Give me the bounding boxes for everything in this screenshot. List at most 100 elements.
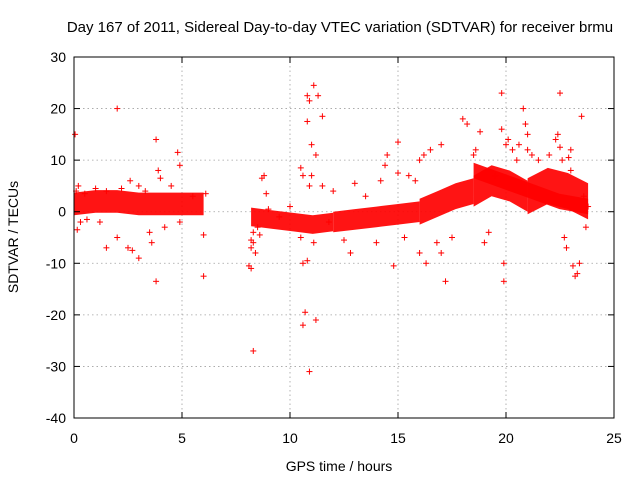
data-point <box>401 234 408 241</box>
data-point <box>176 219 183 226</box>
data-point <box>96 219 103 226</box>
data-point <box>252 249 259 256</box>
data-point <box>92 185 99 192</box>
data-point <box>565 154 572 161</box>
x-tick-label: 20 <box>498 430 514 446</box>
data-point <box>148 239 155 246</box>
data-point <box>261 172 268 179</box>
data-point <box>248 244 255 251</box>
data-point <box>498 126 505 133</box>
data-point <box>341 237 347 244</box>
data-point <box>520 105 527 112</box>
dense-data-band <box>473 162 589 215</box>
data-point <box>561 234 568 241</box>
data-point <box>200 231 207 238</box>
data-point <box>582 224 589 231</box>
data-point <box>155 167 162 174</box>
data-point <box>299 260 306 267</box>
data-point <box>559 157 566 164</box>
dense-data-layer <box>74 162 589 234</box>
data-point <box>299 172 306 179</box>
data-point <box>420 151 427 158</box>
data-point <box>492 172 499 179</box>
data-point <box>585 203 592 210</box>
x-tick-label: 25 <box>606 430 622 446</box>
x-tick-label: 5 <box>178 430 186 446</box>
data-point <box>75 182 82 189</box>
data-point <box>442 278 449 285</box>
data-point <box>433 239 440 246</box>
dense-data-band <box>419 178 474 225</box>
data-point <box>580 193 587 200</box>
data-point <box>563 244 570 251</box>
data-point <box>416 249 423 256</box>
plot-frame <box>73 56 615 419</box>
data-point <box>276 213 283 220</box>
x-axis-label: GPS time / hours <box>286 458 393 474</box>
data-point <box>299 322 306 329</box>
data-point <box>535 157 542 164</box>
data-point <box>524 131 531 138</box>
data-point <box>135 182 142 189</box>
data-point <box>500 260 507 267</box>
data-point <box>503 141 509 148</box>
data-point <box>395 170 401 177</box>
data-point <box>103 188 110 195</box>
data-point <box>114 105 121 112</box>
data-point <box>485 229 492 236</box>
data-point <box>576 260 583 267</box>
data-point <box>319 113 326 120</box>
data-point <box>248 265 255 272</box>
data-point <box>390 262 397 269</box>
data-point <box>125 244 131 251</box>
data-point <box>405 172 412 179</box>
data-point <box>427 146 434 153</box>
data-point <box>306 97 313 104</box>
x-tick-label: 0 <box>70 430 78 446</box>
data-point <box>528 151 535 158</box>
data-point <box>362 193 369 200</box>
data-point <box>250 239 257 246</box>
data-point <box>310 239 317 246</box>
data-point <box>250 229 257 236</box>
data-point <box>384 151 391 158</box>
data-point <box>312 151 319 158</box>
data-point <box>250 347 257 354</box>
dense-data-band <box>251 207 334 234</box>
data-point <box>168 182 175 189</box>
y-tick-label: -10 <box>46 255 66 271</box>
x-tick-label: 10 <box>282 430 298 446</box>
data-point <box>438 249 445 256</box>
data-point <box>330 188 337 195</box>
data-point <box>72 131 79 138</box>
y-axis-label: SDTVAR / TECUs <box>5 181 21 293</box>
data-point <box>509 146 516 153</box>
y-tick-label: 10 <box>50 152 66 168</box>
data-point <box>306 182 313 189</box>
data-point <box>347 249 354 256</box>
data-point <box>77 219 84 226</box>
y-tick-label: -20 <box>46 307 66 323</box>
data-point <box>287 203 293 210</box>
y-tick-label: -40 <box>46 410 66 426</box>
data-point <box>459 115 466 122</box>
data-point <box>142 188 149 195</box>
data-point <box>569 262 576 269</box>
data-point <box>412 177 419 184</box>
y-tick-label: 30 <box>50 49 66 65</box>
data-point <box>557 144 563 151</box>
data-point <box>265 206 272 213</box>
data-point <box>315 92 322 99</box>
data-point <box>567 146 574 153</box>
data-point <box>554 131 561 138</box>
data-point-layer <box>72 82 592 375</box>
data-point <box>304 257 311 264</box>
data-point <box>310 82 317 89</box>
data-point <box>254 224 261 231</box>
data-point <box>498 90 505 97</box>
data-point <box>129 247 136 254</box>
data-point <box>146 229 153 236</box>
dense-data-band <box>74 190 204 216</box>
data-point <box>189 193 196 200</box>
